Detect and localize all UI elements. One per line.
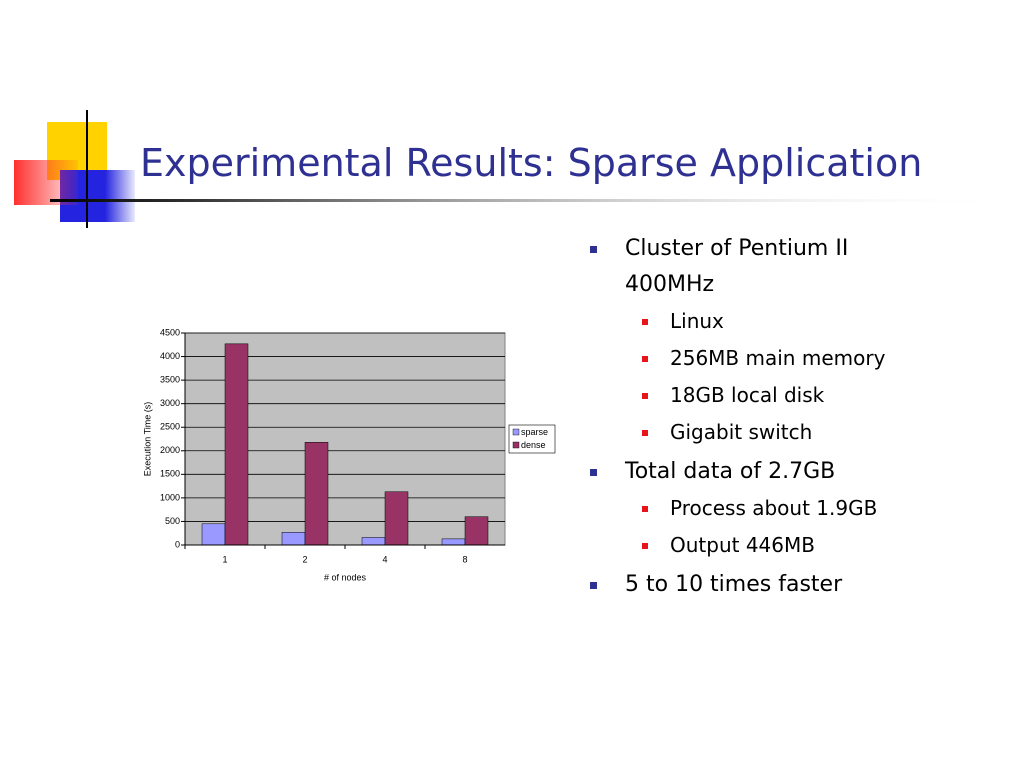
bullet-marker [642, 319, 648, 325]
sub-bullet-text: Process about 1.9GB [670, 496, 878, 520]
y-tick-label: 2500 [160, 422, 180, 432]
legend-box [508, 424, 556, 454]
bar [441, 538, 466, 546]
y-axis-title: Execution Time (s) [142, 402, 152, 477]
sub-bullet-text: Output 446MB [670, 533, 815, 557]
bullet-marker [590, 246, 597, 253]
bullet-marker [590, 469, 597, 476]
sub-bullet: 256MB main memory [590, 340, 920, 377]
bullet-text: 5 to 10 times faster [625, 572, 843, 597]
bullet-marker [642, 506, 648, 512]
bar [281, 532, 306, 546]
sub-bullet: Process about 1.9GB [590, 490, 920, 527]
bullet: Cluster of Pentium II 400MHz Linux 256MB m… [590, 231, 920, 451]
bar [361, 537, 386, 546]
bar [201, 523, 226, 546]
legend-label: dense [521, 440, 546, 450]
bar [464, 516, 489, 546]
x-tick-label: 1 [222, 554, 227, 564]
sub-bullet-text: 18GB local disk [670, 383, 825, 407]
x-tick-label: 2 [302, 554, 307, 564]
bullet-marker [590, 582, 597, 589]
y-tick-label: 4000 [160, 351, 180, 361]
y-tick-label: 1000 [160, 492, 180, 502]
deco [50, 199, 1010, 202]
y-tick-label: 0 [175, 539, 180, 549]
bullet-text: Total data of 2.7GB [625, 459, 836, 484]
sub-bullet: Gigabit switch [590, 414, 920, 451]
sub-bullet: Linux [590, 303, 920, 340]
bullet-text: Cluster of Pentium II 400MHz [625, 236, 849, 297]
y-tick-label: 3000 [160, 398, 180, 408]
x-tick-label: 4 [382, 554, 387, 564]
legend-label: sparse [521, 427, 548, 437]
legend-swatch [512, 428, 520, 436]
bullet: 5 to 10 times faster [590, 567, 920, 603]
y-tick-label: 3500 [160, 374, 180, 384]
sub-bullet: 18GB local disk [590, 377, 920, 414]
y-tick-label: 4500 [160, 327, 180, 337]
legend-swatch [512, 441, 520, 449]
deco [14, 160, 78, 205]
sub-bullet-text: Linux [670, 309, 724, 333]
bar [304, 442, 329, 546]
x-tick-label: 8 [462, 554, 467, 564]
sub-bullet-text: 256MB main memory [670, 346, 886, 370]
y-tick-label: 500 [165, 516, 180, 526]
bullet-marker [642, 393, 648, 399]
bullet-marker [642, 356, 648, 362]
sub-bullet-text: Gigabit switch [670, 420, 813, 444]
y-tick-label: 2000 [160, 445, 180, 455]
slide-title: Experimental Results: Sparse Application [140, 141, 923, 185]
sub-bullet: Output 446MB [590, 527, 920, 564]
bullet-marker [642, 543, 648, 549]
bar [224, 343, 249, 546]
x-axis-title: # of nodes [324, 572, 367, 582]
bullet-list: Cluster of Pentium II 400MHz Linux 256MB m… [590, 231, 920, 603]
bullet: Total data of 2.7GB Process about 1.9GB Ou… [590, 454, 920, 564]
bullet-marker [642, 430, 648, 436]
bar [384, 491, 409, 546]
y-tick-label: 1500 [160, 469, 180, 479]
